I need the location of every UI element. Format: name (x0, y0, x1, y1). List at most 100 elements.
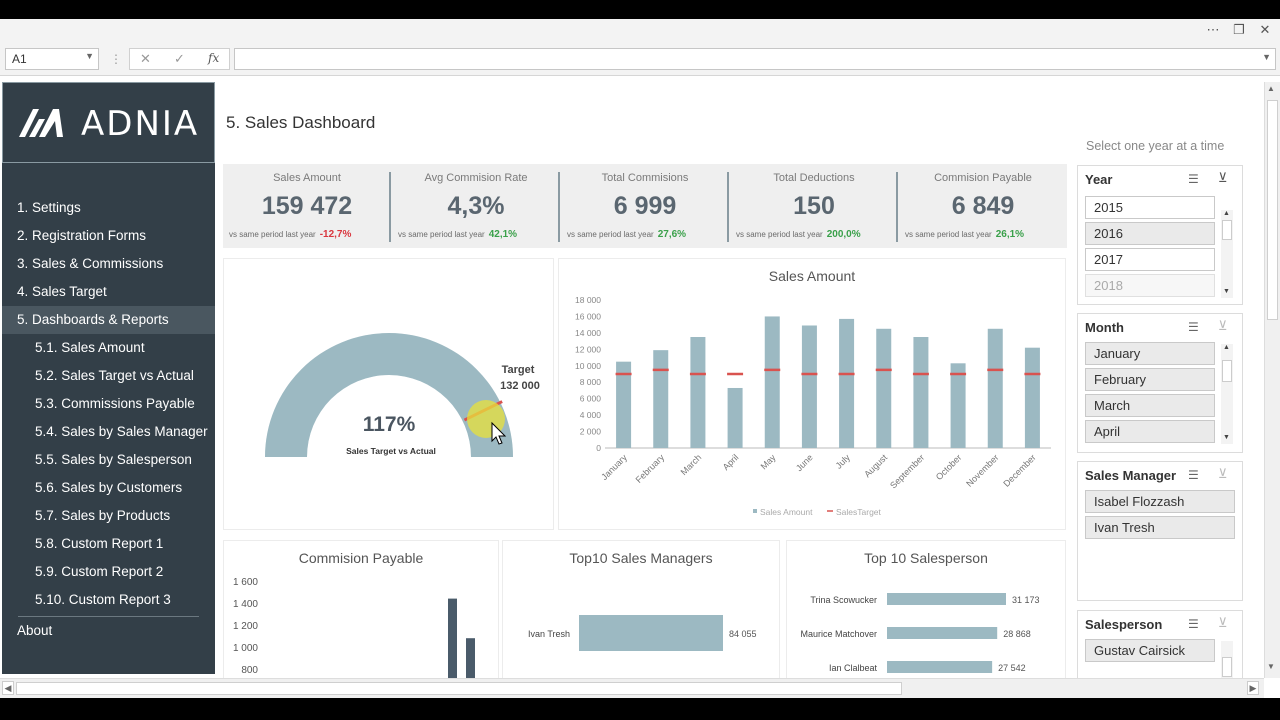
chart-title: Top10 Sales Managers (569, 550, 713, 566)
sidebar-item[interactable]: 5.3. Commissions Payable (35, 396, 195, 411)
bar[interactable] (801, 325, 817, 448)
scroll-up-icon[interactable]: ▲ (1267, 84, 1275, 93)
sidebar-item[interactable]: 4. Sales Target (17, 284, 107, 299)
sidebar-item[interactable]: About (17, 623, 53, 638)
drag-handle-icon[interactable]: ⋮ (110, 52, 122, 66)
clear-filter-icon[interactable]: ⊻ (1218, 466, 1228, 481)
enter-icon[interactable]: ✓ (174, 51, 185, 66)
bar[interactable] (876, 328, 892, 448)
scroll-thumb[interactable] (16, 682, 902, 695)
slicer-item[interactable]: January (1085, 342, 1215, 365)
name-box[interactable]: A1 ▼ (5, 48, 99, 70)
sidebar-item[interactable]: 5.7. Sales by Products (35, 508, 171, 523)
clear-filter-icon[interactable]: ⊻ (1218, 318, 1228, 333)
bar[interactable] (950, 363, 966, 448)
x-tick-label: April (721, 452, 741, 472)
bar[interactable] (764, 316, 780, 448)
slicer-scrollbar[interactable] (1221, 641, 1233, 681)
slicer-item[interactable]: Gustav Cairsick (1085, 639, 1215, 662)
slicer-item[interactable]: April (1085, 420, 1215, 443)
sidebar-item[interactable]: 5. Dashboards & Reports (2, 306, 215, 334)
sidebar-item[interactable]: 5.8. Custom Report 1 (35, 536, 164, 551)
top10-salesperson-chart: Trina Scowucker 31 173 Maurice Matchover 28… (800, 593, 1040, 673)
x-tick-label: July (834, 452, 853, 471)
data-label: 28 868 (1003, 629, 1031, 639)
slicer-item[interactable]: 2015 (1085, 196, 1215, 219)
y-tick-label: 0 (596, 443, 601, 453)
more-options-icon[interactable]: ⋯ (1206, 22, 1220, 37)
bar[interactable] (616, 361, 632, 448)
multi-select-icon[interactable]: ☰ (1188, 320, 1199, 334)
sidebar-item[interactable]: 1. Settings (17, 200, 81, 215)
slicer-item[interactable]: March (1085, 394, 1215, 417)
letterbox-top (0, 0, 1280, 19)
scroll-up-icon[interactable]: ▲ (1223, 210, 1230, 217)
bar[interactable] (448, 598, 457, 681)
bar[interactable] (690, 337, 706, 448)
slicer-scrollbar[interactable]: ▲ ▼ (1221, 344, 1233, 444)
bar[interactable] (1024, 347, 1040, 448)
scroll-right-icon[interactable]: ▶ (1247, 681, 1259, 695)
y-tick-label: 4 000 (580, 410, 602, 420)
slicer-item[interactable]: 2016 (1085, 222, 1215, 245)
sidebar-item[interactable]: 3. Sales & Commissions (17, 256, 164, 271)
scroll-up-icon[interactable]: ▲ (1223, 344, 1230, 351)
sidebar-item[interactable]: 5.2. Sales Target vs Actual (35, 368, 194, 383)
insert-function-icon[interactable]: fx (208, 51, 220, 65)
bar[interactable] (653, 350, 669, 448)
letterbox-bottom (0, 698, 1280, 720)
vertical-scrollbar[interactable]: ▲ ▼ (1264, 82, 1280, 678)
scroll-thumb[interactable] (1222, 360, 1232, 382)
sidebar-item[interactable]: 5.6. Sales by Customers (35, 480, 183, 495)
multi-select-icon[interactable]: ☰ (1188, 617, 1199, 631)
bar[interactable] (466, 638, 475, 681)
bar[interactable] (913, 337, 929, 448)
scroll-down-icon[interactable]: ▼ (1267, 662, 1275, 671)
slicer-hint: Select one year at a time (1086, 139, 1225, 153)
close-icon[interactable]: ✕ (1259, 22, 1271, 37)
bar[interactable] (887, 661, 993, 673)
sidebar-item[interactable]: 5.9. Custom Report 2 (35, 564, 164, 579)
bar[interactable] (579, 615, 723, 651)
slicer-title: Year (1085, 172, 1113, 187)
restore-icon[interactable]: ❐ (1233, 22, 1245, 37)
scroll-thumb[interactable] (1222, 220, 1232, 240)
scroll-left-icon[interactable]: ◀ (2, 681, 14, 695)
bar[interactable] (839, 318, 855, 448)
scroll-down-icon[interactable]: ▼ (1223, 434, 1230, 441)
kpi-card: Commision Payable 6 849 vs same period las… (899, 164, 1067, 248)
slicer-item[interactable]: Isabel Flozzash (1085, 490, 1235, 513)
x-tick-label: January (599, 452, 629, 482)
multi-select-icon[interactable]: ☰ (1188, 468, 1199, 482)
title-bar: ⋯ ❐ ✕ (0, 19, 1280, 43)
clear-filter-icon[interactable]: ⊻ (1218, 170, 1228, 185)
sidebar-item[interactable]: 5.1. Sales Amount (35, 340, 145, 355)
sales-amount-chart: 0 2 000 4 000 6 000 8 000 10 000 12 000 14 000 1… (575, 295, 1051, 517)
sidebar-item[interactable]: 5.5. Sales by Salesperson (35, 452, 192, 467)
horizontal-scrollbar[interactable]: ◀ ▶ (0, 678, 1264, 698)
scroll-down-icon[interactable]: ▼ (1223, 288, 1230, 295)
chevron-down-icon[interactable]: ▼ (1262, 52, 1271, 62)
cancel-icon[interactable]: ✕ (140, 51, 151, 66)
bar[interactable] (987, 328, 1003, 448)
slicer-item[interactable]: 2017 (1085, 248, 1215, 271)
sidebar-item[interactable]: 5.4. Sales by Sales Manager (35, 424, 208, 439)
multi-select-icon[interactable]: ☰ (1188, 172, 1199, 186)
chevron-down-icon[interactable]: ▼ (85, 51, 94, 61)
bar[interactable] (887, 627, 998, 639)
clear-filter-icon[interactable]: ⊻ (1218, 615, 1228, 630)
slicer-item[interactable]: 2018 (1085, 274, 1215, 297)
y-tick-label: 18 000 (575, 295, 601, 305)
slicer-item[interactable]: Ivan Tresh (1085, 516, 1235, 539)
slicer-scrollbar[interactable]: ▲ ▼ (1221, 210, 1233, 298)
bar[interactable] (727, 387, 743, 448)
formula-input[interactable]: ▼ (234, 48, 1276, 70)
scroll-thumb[interactable] (1222, 657, 1232, 677)
slicer-title: Sales Manager (1085, 468, 1177, 483)
scroll-thumb[interactable] (1267, 100, 1278, 320)
y-tick-label: 10 000 (575, 361, 601, 371)
bar[interactable] (887, 593, 1006, 605)
sidebar-item[interactable]: 5.10. Custom Report 3 (35, 592, 171, 607)
sidebar-item[interactable]: 2. Registration Forms (17, 228, 147, 243)
slicer-item[interactable]: February (1085, 368, 1215, 391)
